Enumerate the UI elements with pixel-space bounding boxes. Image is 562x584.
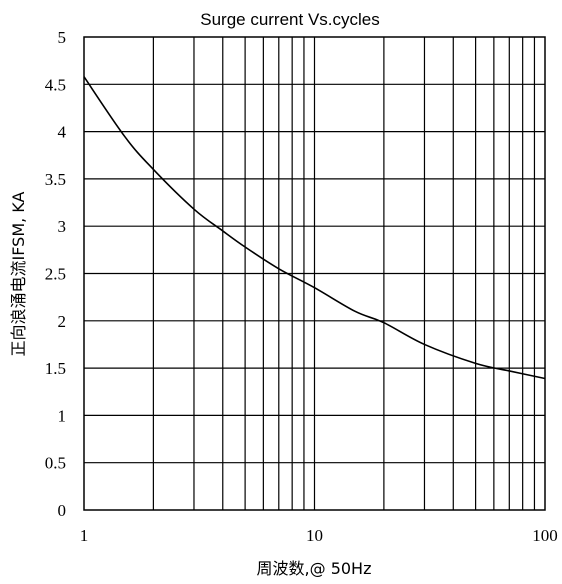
grid-lines [84,37,545,510]
surge-current-curve [83,76,546,380]
y-tick-label: 3 [58,217,67,236]
y-tick-label: 0 [58,501,67,520]
y-tick-label: 2 [58,312,67,331]
plot-frame [83,36,546,511]
y-axis-label: 正向浪涌电流IFSM, KA [9,191,28,356]
y-tick-label: 4.5 [45,75,66,94]
y-tick-label: 2.5 [45,265,66,284]
y-tick-label: 4 [58,123,67,142]
y-tick-label: 1 [58,406,67,425]
x-tick-label: 10 [306,526,323,545]
x-tick-label: 100 [532,526,558,545]
tick-labels: 0 0.5 1 1.5 2 2.5 3 3.5 4 4.5 5 1 10 100 [45,28,558,545]
series-layer [83,76,546,380]
chart-title: Surge current Vs.cycles [200,10,380,29]
x-tick-label: 1 [80,526,89,545]
y-tick-label: 5 [58,28,67,47]
y-tick-label: 3.5 [45,170,66,189]
x-axis-label: 周波数,@ 50Hz [257,559,372,578]
y-tick-label: 1.5 [45,359,66,378]
y-tick-label: 0.5 [45,454,66,473]
